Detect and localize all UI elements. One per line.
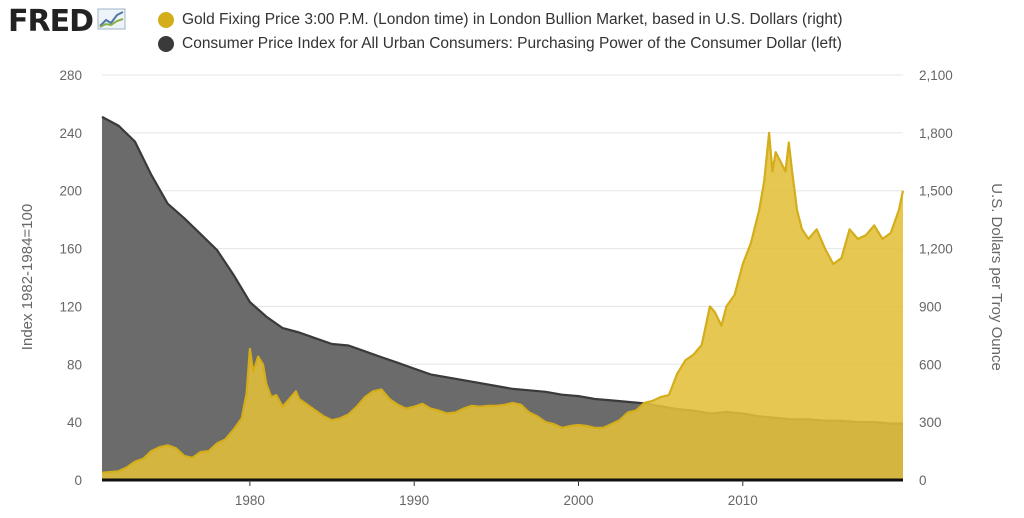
- legend-item-gold[interactable]: Gold Fixing Price 3:00 P.M. (London time…: [158, 8, 843, 32]
- right-axis-title: U.S. Dollars per Troy Ounce: [988, 183, 1005, 371]
- x-tick-label: 2010: [728, 493, 758, 508]
- line-chart-icon: [97, 7, 127, 36]
- right-tick-label: 1,200: [919, 242, 953, 257]
- left-tick-label: 280: [59, 68, 82, 83]
- right-tick-label: 1,800: [919, 126, 953, 141]
- right-tick-label: 300: [919, 415, 942, 430]
- series-line-gold: [101, 131, 905, 474]
- axes: 0 40 80 120 160 200 240 280 0 300 600 900 1,200 1,500…: [59, 68, 952, 508]
- right-tick-label: 600: [919, 357, 942, 372]
- series-areas: [101, 115, 905, 481]
- right-tick-label: 0: [919, 473, 927, 488]
- legend-label-gold: Gold Fixing Price 3:00 P.M. (London time…: [182, 11, 843, 28]
- left-tick-label: 120: [59, 299, 82, 314]
- left-tick-label: 80: [67, 357, 82, 372]
- chart-legend: Gold Fixing Price 3:00 P.M. (London time…: [158, 8, 843, 56]
- left-tick-label: 200: [59, 184, 82, 199]
- left-tick-label: 240: [59, 126, 82, 141]
- x-tick-label: 1980: [235, 493, 265, 508]
- fred-logo[interactable]: FRED: [8, 4, 127, 39]
- left-tick-label: 160: [59, 242, 82, 257]
- legend-label-cpi: Consumer Price Index for All Urban Consu…: [182, 35, 842, 52]
- legend-item-cpi[interactable]: Consumer Price Index for All Urban Consu…: [158, 32, 843, 56]
- x-tick-label: 2000: [563, 493, 593, 508]
- series-area-gold: [102, 132, 903, 480]
- legend-dot-gold: [158, 12, 174, 28]
- right-tick-label: 2,100: [919, 68, 953, 83]
- series-area-cpi: [102, 116, 903, 481]
- right-tick-label: 1,500: [919, 184, 953, 199]
- x-tick-label: 1990: [399, 493, 429, 508]
- legend-dot-cpi: [158, 36, 174, 52]
- left-tick-label: 40: [67, 415, 82, 430]
- logo-text: FRED: [8, 4, 94, 39]
- left-tick-label: 0: [74, 473, 82, 488]
- left-axis-title: Index 1982-1984=100: [19, 204, 36, 350]
- right-tick-label: 900: [919, 299, 942, 314]
